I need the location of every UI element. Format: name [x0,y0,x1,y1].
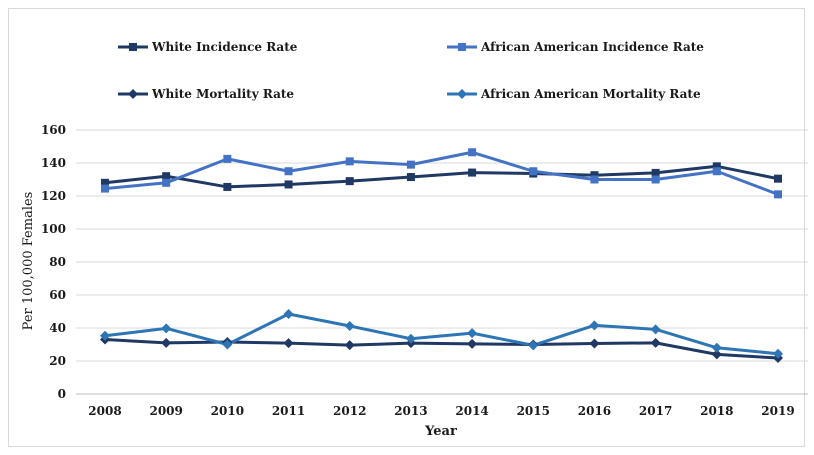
x-tick-label: 2008 [88,404,121,418]
x-tick-label: 2018 [700,404,733,418]
data-point [589,320,600,331]
legend-label: White Mortality Rate [151,87,294,101]
x-tick-label: 2012 [333,404,366,418]
y-tick-label: 140 [41,156,66,170]
y-tick-label: 120 [41,189,66,203]
data-point [589,338,600,349]
data-point [712,162,721,171]
y-tick-label: 160 [41,123,66,137]
data-point [161,323,172,334]
data-point [468,148,477,157]
legend-marker [128,89,138,99]
series-line-3 [104,312,779,356]
data-point [284,180,293,189]
x-tick-label: 2013 [394,404,427,418]
y-tick-label: 20 [49,354,66,368]
series-line-1 [104,150,779,196]
data-point [283,338,294,349]
data-point [223,154,232,163]
data-point [162,178,171,187]
data-point [406,160,415,169]
x-tick-label: 2017 [639,404,672,418]
legend-marker [458,43,466,51]
data-point [222,339,233,350]
legend-label: African American Incidence Rate [480,40,704,54]
series-markers [100,148,783,364]
data-point [467,328,478,339]
data-point [528,340,539,351]
chart-frame [8,8,805,447]
series-line-0 [104,164,779,189]
x-tick-label: 2019 [761,404,794,418]
data-point [223,182,232,191]
x-tick-label: 2015 [517,404,550,418]
y-tick-label: 80 [49,255,66,269]
data-point [650,337,661,348]
data-point [344,321,355,332]
legend-item: African American Mortality Rate [447,87,701,101]
data-point [162,172,171,181]
y-tick-labels: 0 20 40 60 80 100 120 140 160 [41,123,66,401]
legend-item: African American Incidence Rate [447,40,704,54]
y-axis-label: Per 100,000 Females [21,192,36,331]
data-point [406,173,415,182]
legend: White Incidence Rate African American Inc… [118,40,704,101]
x-tick-label: 2014 [455,404,488,418]
x-tick-label: 2011 [272,404,305,418]
data-point [774,174,782,183]
data-point [773,348,783,359]
y-tick-label: 60 [49,288,66,302]
data-point [711,349,722,360]
data-point [711,342,722,353]
data-point [468,168,477,177]
legend-item: White Mortality Rate [118,87,294,101]
data-point [590,175,599,184]
y-tick-label: 100 [41,222,66,236]
gridlines [76,129,808,395]
x-tick-label: 2010 [211,404,244,418]
y-tick-label: 0 [58,387,66,401]
data-point [712,167,721,176]
data-point [161,337,172,348]
data-point [651,175,660,184]
data-point [284,167,293,176]
data-point [467,338,478,349]
legend-item: White Incidence Rate [118,40,298,54]
legend-label: White Incidence Rate [151,40,298,54]
y-tick-label: 40 [49,321,66,335]
data-point [345,157,354,166]
data-point [529,167,538,176]
legend-label: African American Mortality Rate [480,87,701,101]
data-point [590,171,599,180]
data-point [101,184,109,193]
data-point [101,178,109,187]
data-point [345,177,354,186]
x-axis-label: Year [424,424,457,439]
data-point [344,340,355,351]
series-lines [104,150,779,360]
data-point [100,330,110,341]
x-tick-label: 2009 [149,404,182,418]
legend-marker [129,43,137,51]
data-point [283,308,294,319]
x-tick-labels: 2008 2009 2010 2011 2012 2013 2014 2015 2016 2017… [88,404,794,418]
data-point [405,333,416,344]
series-line-2 [104,338,779,360]
x-tick-label: 2016 [578,404,611,418]
data-point [651,168,660,177]
data-point [650,324,661,335]
data-point [774,190,782,199]
legend-marker [457,89,467,99]
